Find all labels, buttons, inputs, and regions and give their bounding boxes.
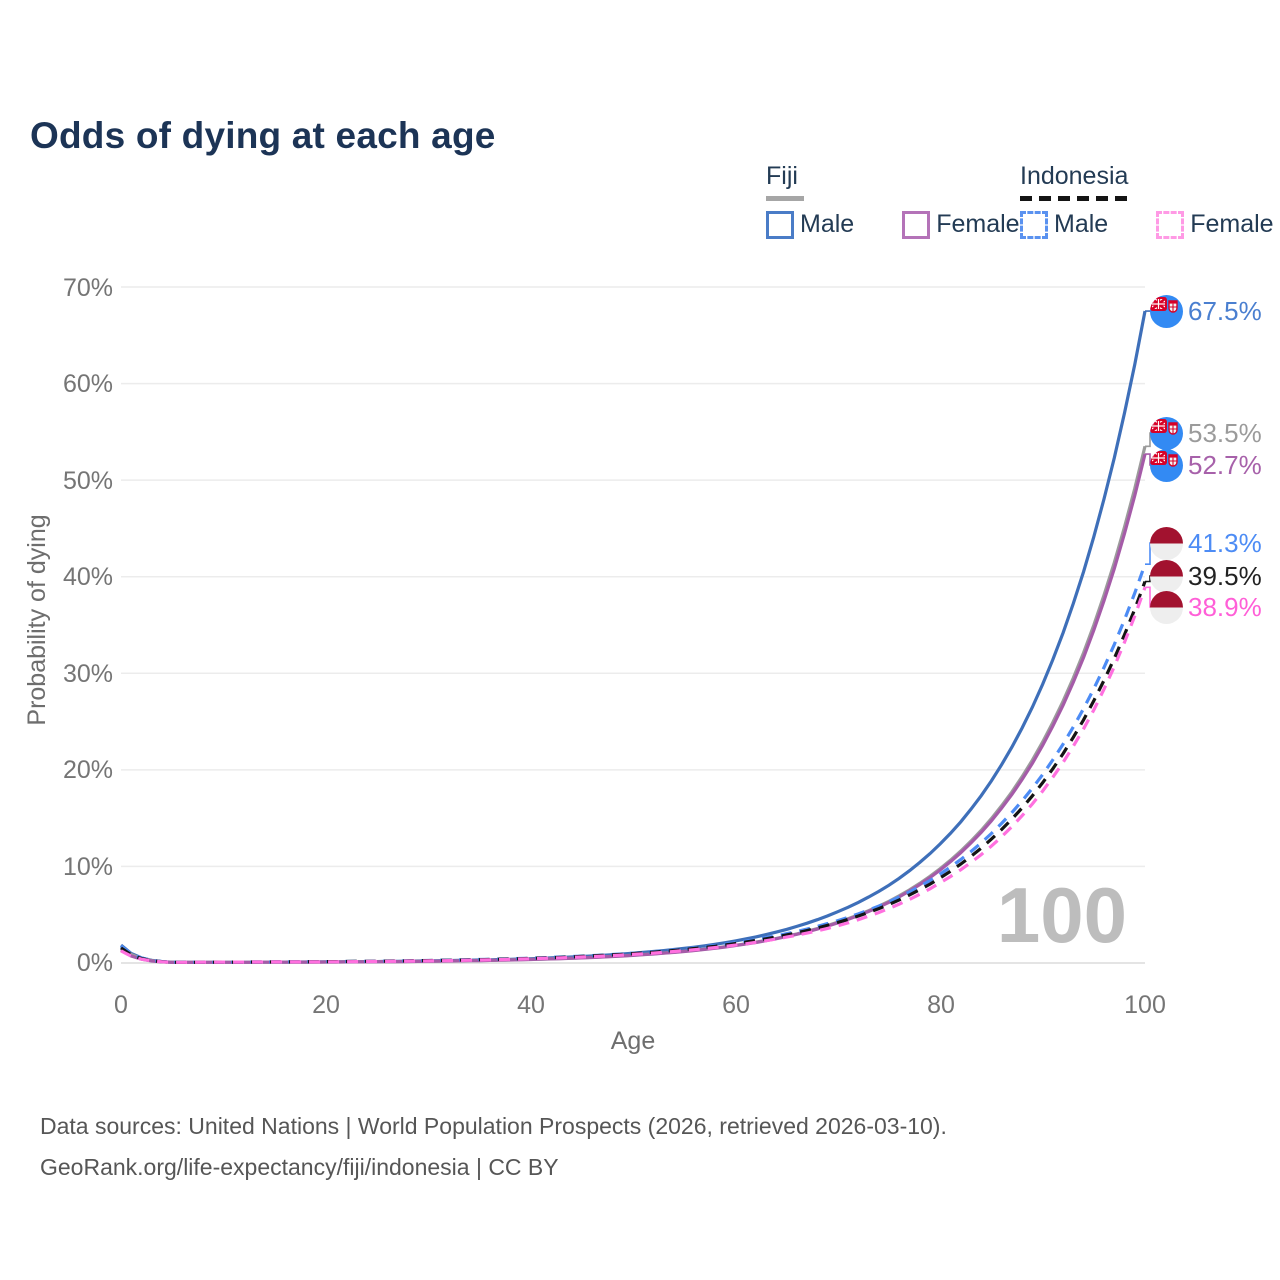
y-tick: 10%	[63, 853, 113, 881]
fiji-female-swatch-icon[interactable]	[902, 210, 931, 239]
y-tick: 0%	[77, 949, 113, 977]
fiji-male-swatch-icon[interactable]	[766, 210, 794, 239]
x-tick: 0	[114, 991, 128, 1019]
end-label-indonesia-both[interactable]: 39.5%	[1150, 559, 1262, 593]
indonesia-male-swatch-icon[interactable]	[1020, 210, 1048, 239]
end-value: 39.5%	[1188, 560, 1262, 591]
indonesia-flag-icon	[1150, 527, 1183, 560]
y-tick: 20%	[63, 756, 113, 784]
source-line-2[interactable]: GeoRank.org/life-expectancy/fiji/indones…	[40, 1154, 559, 1180]
legend-country-indonesia[interactable]: Indonesia	[1020, 162, 1129, 190]
x-tick: 80	[927, 991, 955, 1019]
x-tick: 100	[1124, 991, 1166, 1019]
x-tick: 40	[517, 991, 545, 1019]
end-label-indonesia-male[interactable]: 41.3%	[1150, 526, 1262, 560]
indonesia-flag-icon	[1150, 591, 1183, 624]
age-ticker-watermark: 100	[997, 871, 1127, 959]
series-line	[120, 563, 1147, 964]
series-line	[119, 310, 1147, 964]
fiji-flag-icon	[1150, 295, 1183, 328]
fiji-flag-icon	[1150, 449, 1183, 482]
legend-linestyle-fiji	[766, 196, 804, 201]
chart-title: Odds of dying at each age	[30, 114, 496, 156]
legend-group-indonesia: Indonesia Male Female	[1020, 162, 1274, 239]
legend-item-indonesia-female[interactable]: Female	[1156, 210, 1274, 239]
series-line	[120, 586, 1147, 964]
series-line	[120, 453, 1147, 964]
x-tick: 20	[312, 991, 340, 1019]
legend-item-indonesia-male[interactable]: Male	[1020, 210, 1108, 239]
y-tick: 30%	[63, 660, 113, 688]
gridlines	[121, 286, 1145, 964]
end-value: 52.7%	[1188, 449, 1262, 480]
end-value: 53.5%	[1188, 417, 1262, 448]
series-line	[120, 580, 1147, 964]
y-axis-title: Probability of dying	[23, 514, 51, 725]
series-line	[120, 445, 1147, 964]
series-lines	[119, 310, 1147, 964]
legend-group-fiji: Fiji Male Female	[766, 162, 1020, 239]
source-line-1: Data sources: United Nations | World Pop…	[40, 1113, 947, 1139]
legend-label: Male	[800, 210, 855, 238]
end-label-fiji-male[interactable]: 67.5%	[1150, 294, 1262, 328]
legend-item-fiji-male[interactable]: Male	[766, 210, 854, 239]
end-label-indonesia-female[interactable]: 38.9%	[1150, 590, 1262, 624]
end-value: 41.3%	[1188, 527, 1262, 558]
legend-item-fiji-female[interactable]: Female	[902, 210, 1020, 239]
y-tick: 70%	[63, 274, 113, 302]
fiji-flag-icon	[1150, 417, 1183, 450]
y-tick: 50%	[63, 467, 113, 495]
x-axis-title: Age	[611, 1027, 655, 1055]
legend-label: Male	[1054, 210, 1109, 238]
legend-linestyle-indonesia	[1020, 196, 1132, 201]
y-tick: 40%	[63, 563, 113, 591]
end-value: 38.9%	[1188, 591, 1262, 622]
x-tick: 60	[722, 991, 750, 1019]
data-sources: Data sources: United Nations | World Pop…	[40, 1106, 947, 1188]
end-value: 67.5%	[1188, 295, 1262, 326]
y-tick: 60%	[63, 370, 113, 398]
legend-label: Female	[1190, 210, 1274, 238]
legend-label: Female	[936, 210, 1020, 238]
legend-country-fiji[interactable]: Fiji	[766, 162, 798, 190]
indonesia-flag-icon	[1150, 560, 1183, 593]
end-label-fiji-female[interactable]: 52.7%	[1150, 448, 1262, 482]
end-label-fiji-both[interactable]: 53.5%	[1150, 416, 1262, 450]
indonesia-female-swatch-icon[interactable]	[1156, 210, 1185, 239]
